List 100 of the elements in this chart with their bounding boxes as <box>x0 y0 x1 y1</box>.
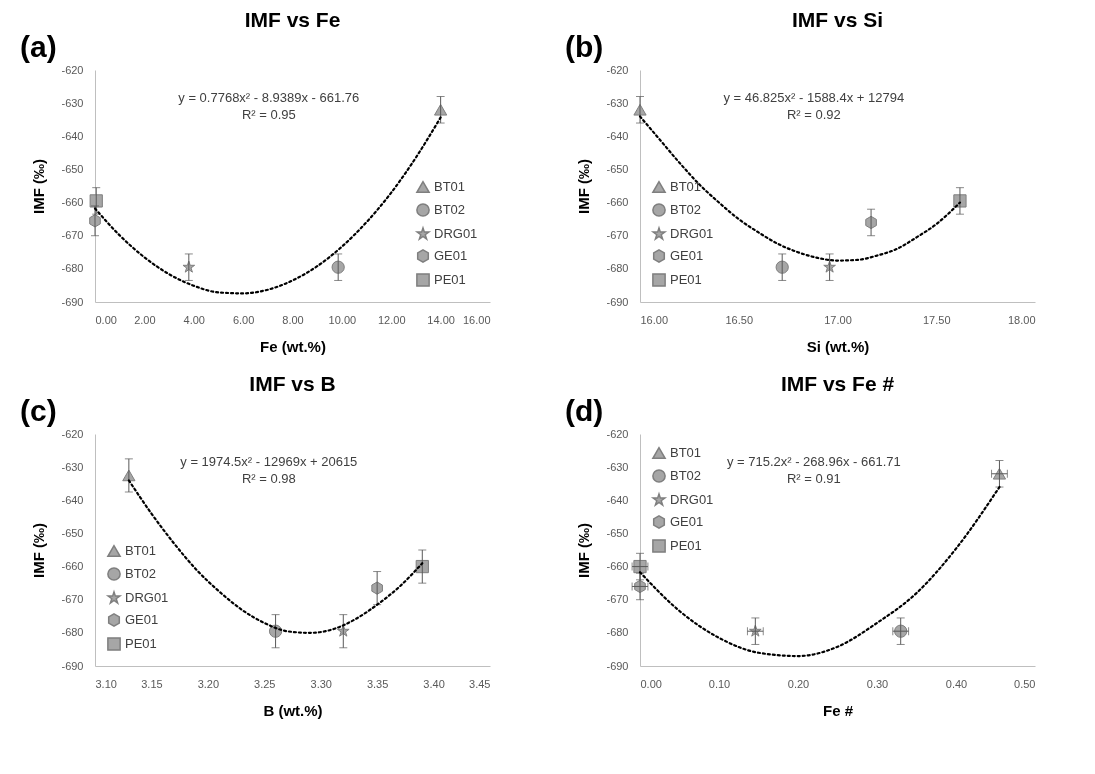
x-tick-label: 0.00 <box>95 313 117 326</box>
y-tick-label: -690 <box>606 659 629 672</box>
legend-label: GE01 <box>670 514 704 529</box>
legend-label: BT02 <box>670 468 702 483</box>
y-tick-label: -620 <box>61 427 84 440</box>
x-tick-label: 3.40 <box>423 677 445 690</box>
x-axis-title: Fe # <box>822 701 854 719</box>
legend-label: PE01 <box>125 636 157 651</box>
legend-label: DRG01 <box>670 492 714 507</box>
chart-title: IMF vs B <box>249 372 336 395</box>
y-tick-label: -620 <box>606 427 629 440</box>
x-tick-label: 14.00 <box>427 313 455 326</box>
y-tick-label: -650 <box>61 526 84 539</box>
chart-title: IMF vs Si <box>791 8 884 31</box>
text: (c) <box>20 394 57 427</box>
annotation: R² = 0.92 <box>786 107 841 122</box>
x-tick-label: 6.00 <box>232 313 255 326</box>
y-tick-label: -680 <box>61 262 84 275</box>
legend-label: BT02 <box>125 566 157 581</box>
x-tick-label: 16.50 <box>725 313 754 326</box>
y-tick-label: -650 <box>61 162 84 175</box>
x-tick-label: 17.00 <box>824 313 852 326</box>
x-tick-label: 0.10 <box>708 677 731 690</box>
x-tick-label: 18.00 <box>1007 313 1036 326</box>
legend-label: BT02 <box>434 202 466 217</box>
y-tick-label: -640 <box>606 493 629 506</box>
y-tick-label: -680 <box>606 626 629 639</box>
y-axis-title: IMF (‰) <box>575 159 593 214</box>
x-axis-title: Fe (wt.%) <box>260 337 326 355</box>
annotation: y = 715.2x² - 268.96x - 661.71 <box>726 454 901 469</box>
annotation: R² = 0.98 <box>241 471 296 486</box>
y-tick-label: -620 <box>61 63 84 76</box>
chart-title: IMF vs Fe <box>244 8 341 31</box>
legend-label: GE01 <box>670 248 704 263</box>
x-axis-title: Si (wt.%) <box>806 337 870 355</box>
annotation: y = 46.825x² - 1588.4x + 12794 <box>723 90 905 105</box>
y-tick-label: -670 <box>61 229 84 242</box>
y-tick-label: -660 <box>61 196 84 209</box>
x-tick-label: 3.20 <box>197 677 220 690</box>
x-tick-label: 0.00 <box>640 677 662 690</box>
legend-label: PE01 <box>670 538 702 553</box>
x-tick-label: 16.00 <box>462 313 491 326</box>
y-tick-label: -630 <box>606 96 629 109</box>
y-tick-label: -630 <box>61 460 84 473</box>
x-tick-label: 3.45 <box>469 677 491 690</box>
y-tick-label: -630 <box>61 96 84 109</box>
x-tick-label: 17.50 <box>922 313 951 326</box>
y-tick-label: -670 <box>606 229 629 242</box>
legend-label: PE01 <box>670 272 702 287</box>
x-tick-label: 3.10 <box>95 677 117 690</box>
y-tick-label: -670 <box>606 593 629 606</box>
legend-label: GE01 <box>125 612 159 627</box>
legend-label: BT01 <box>670 179 702 194</box>
legend-label: BT02 <box>670 202 702 217</box>
legend-label: DRG01 <box>670 226 714 241</box>
x-tick-label: 0.20 <box>787 677 810 690</box>
y-tick-label: -620 <box>606 63 629 76</box>
x-axis-title: B (wt.%) <box>263 701 323 719</box>
text: (a) <box>20 30 57 63</box>
text: (b) <box>565 30 604 63</box>
y-tick-label: -660 <box>606 196 629 209</box>
x-tick-label: 0.30 <box>866 677 889 690</box>
x-tick-label: 3.25 <box>254 677 276 690</box>
legend-label: BT01 <box>670 445 702 460</box>
x-tick-label: 0.40 <box>945 677 968 690</box>
legend-label: DRG01 <box>434 226 478 241</box>
annotation: y = 1974.5x² - 12969x + 20615 <box>180 454 358 469</box>
y-tick-label: -630 <box>606 460 629 473</box>
y-axis-title: IMF (‰) <box>30 159 48 214</box>
x-tick-label: 12.00 <box>377 313 406 326</box>
y-tick-label: -660 <box>61 560 84 573</box>
y-tick-label: -690 <box>606 295 629 308</box>
y-tick-label: -640 <box>61 129 84 142</box>
legend-label: GE01 <box>434 248 468 263</box>
x-tick-label: 0.50 <box>1014 677 1036 690</box>
x-tick-label: 16.00 <box>640 313 669 326</box>
y-tick-label: -680 <box>606 262 629 275</box>
annotation: y = 0.7768x² - 8.9389x - 661.76 <box>178 90 360 105</box>
x-tick-label: 3.35 <box>366 677 389 690</box>
y-tick-label: -660 <box>606 560 629 573</box>
y-tick-label: -640 <box>61 493 84 506</box>
y-axis-title: IMF (‰) <box>30 523 48 578</box>
x-tick-label: 8.00 <box>282 313 304 326</box>
x-tick-label: 2.00 <box>134 313 156 326</box>
y-tick-label: -640 <box>606 129 629 142</box>
annotation: R² = 0.91 <box>786 471 841 486</box>
y-tick-label: -650 <box>606 162 629 175</box>
y-tick-label: -690 <box>61 295 84 308</box>
legend-label: DRG01 <box>125 590 169 605</box>
y-tick-label: -680 <box>61 626 84 639</box>
x-tick-label: 3.30 <box>310 677 332 690</box>
annotation: R² = 0.95 <box>241 107 296 122</box>
chart-title: IMF vs Fe # <box>780 372 895 395</box>
legend-label: PE01 <box>434 272 466 287</box>
x-tick-label: 4.00 <box>183 313 205 326</box>
y-axis-title: IMF (‰) <box>575 523 593 578</box>
legend-label: BT01 <box>125 543 157 558</box>
text: (d) <box>565 394 604 427</box>
x-tick-label: 10.00 <box>328 313 357 326</box>
x-tick-label: 3.15 <box>141 677 163 690</box>
